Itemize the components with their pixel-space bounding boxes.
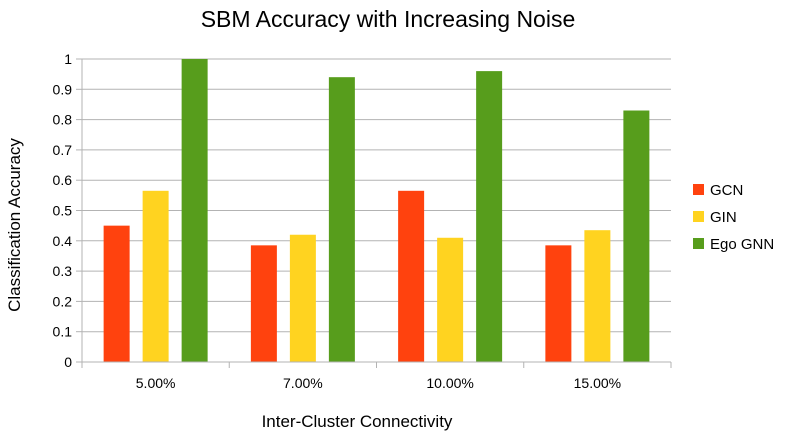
legend-label: GIN <box>710 209 737 226</box>
bar-ego-gnn <box>181 59 208 362</box>
x-tick-label: 5.00% <box>136 375 176 391</box>
x-axis-title: Inter-Cluster Connectivity <box>262 412 453 431</box>
legend-swatch <box>693 211 704 222</box>
bar-gcn <box>398 190 425 362</box>
gridlines <box>76 58 671 363</box>
y-tick-label: 0.5 <box>53 203 73 219</box>
y-tick-label: 0.7 <box>53 142 73 158</box>
legend-swatch <box>693 238 704 249</box>
y-tick-label: 0.2 <box>53 293 73 309</box>
y-tick-label: 0.1 <box>53 324 73 340</box>
legend-label: Ego GNN <box>710 236 774 253</box>
legend-swatch <box>693 184 704 195</box>
y-tick-label: 0.6 <box>53 172 73 188</box>
bar-ego-gnn <box>476 71 503 363</box>
bar-gin <box>584 230 611 362</box>
x-tick-label: 10.00% <box>426 375 473 391</box>
y-tick-label: 1 <box>64 51 72 67</box>
bar-gcn <box>103 225 130 362</box>
chart-title: SBM Accuracy with Increasing Noise <box>201 6 576 32</box>
y-tick-label: 0.4 <box>53 233 73 249</box>
y-tick-label: 0 <box>64 354 72 370</box>
y-tick-label: 0.8 <box>53 112 73 128</box>
bar-ego-gnn <box>623 110 650 362</box>
bar-gcn <box>250 245 277 362</box>
x-tick-labels: 5.00% 7.00% 10.00% 15.00% <box>136 375 621 391</box>
y-tick-labels: 0 0.1 0.2 0.3 0.4 0.5 0.6 0.7 0.8 0.9 1 <box>53 51 73 370</box>
x-tick-label: 15.00% <box>574 375 621 391</box>
y-tick-label: 0.3 <box>53 263 73 279</box>
legend: GCN GIN Ego GNN <box>693 182 774 253</box>
y-tick-label: 0.9 <box>53 81 73 97</box>
bar-gcn <box>545 245 572 362</box>
bar-gin <box>289 234 316 362</box>
bar-ego-gnn <box>328 77 355 363</box>
bar-gin <box>142 190 169 362</box>
bars <box>103 59 650 363</box>
bar-gin <box>437 237 464 362</box>
x-tick-label: 7.00% <box>283 375 323 391</box>
legend-label: GCN <box>710 182 743 199</box>
y-axis-title: Classification Accuracy <box>5 138 24 312</box>
axes <box>81 59 672 368</box>
